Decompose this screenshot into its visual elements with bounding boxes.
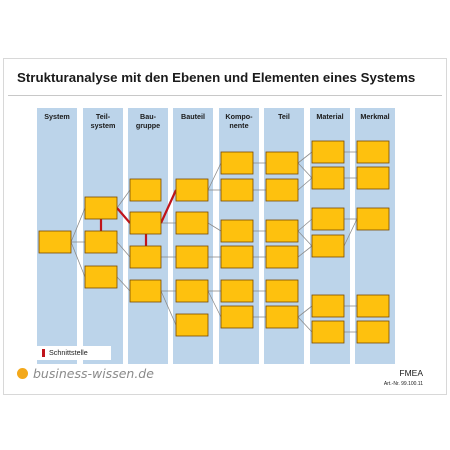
connector (297, 151, 313, 164)
connector (297, 230, 313, 247)
logo-dot-icon (17, 368, 28, 379)
interface-lines (99, 189, 178, 246)
column-header-line: Teil- (95, 112, 111, 121)
connector (160, 290, 177, 326)
element-box (129, 245, 162, 269)
element-box (265, 279, 299, 303)
column-header-line: Bauteil (181, 112, 205, 121)
column-baugruppe (128, 108, 168, 364)
element-box (311, 166, 345, 190)
column-header-komponente: Kompo- nente (219, 112, 259, 130)
footer-topic: FMEA (399, 368, 423, 378)
element-box (220, 219, 254, 243)
element-box (356, 207, 390, 231)
element-box (175, 313, 209, 337)
element-box (265, 219, 299, 243)
element-box (129, 211, 162, 235)
connector (207, 222, 222, 232)
column-header-line: nente (229, 121, 249, 130)
column-header-merkmal: Merkmal (355, 112, 395, 121)
element-box (220, 178, 254, 202)
connector (297, 305, 313, 318)
page-title: Strukturanalyse mit den Ebenen und Eleme… (17, 70, 416, 85)
column-header-line: Merkmal (360, 112, 390, 121)
element-box (84, 265, 118, 289)
structure-elements (38, 140, 390, 344)
element-box (265, 305, 299, 329)
column-header-material: Material (310, 112, 350, 121)
element-box (356, 140, 390, 164)
element-box (175, 279, 209, 303)
connector (297, 316, 313, 333)
column-header-line: Kompo- (225, 112, 253, 121)
element-box (38, 230, 72, 254)
element-box (311, 234, 345, 258)
element-box (220, 305, 254, 329)
footer-article-number: Art.-Nr. 99.100.11 (383, 381, 423, 387)
brand-logo: business-wissen.de (33, 366, 154, 381)
element-box (311, 207, 345, 231)
element-box (175, 178, 209, 202)
connector (297, 245, 313, 258)
element-box (175, 211, 209, 235)
element-box (220, 245, 254, 269)
column-header-line: Bau- (140, 112, 156, 121)
column-header-line: gruppe (135, 121, 161, 130)
connector (297, 162, 313, 179)
title-divider (8, 95, 442, 96)
connector (70, 207, 86, 243)
column-header-line: System (44, 112, 70, 121)
column-header-line: Material (316, 112, 344, 121)
legend-label: Schnittstelle (49, 348, 88, 357)
column-header-line: system (90, 121, 116, 130)
element-box (265, 178, 299, 202)
element-box (129, 279, 162, 303)
connector (207, 162, 222, 191)
element-box (129, 178, 162, 202)
element-box (265, 245, 299, 269)
element-box (356, 320, 390, 344)
connector (70, 241, 86, 278)
element-box (356, 294, 390, 318)
interface-connector (116, 207, 131, 224)
interface-legend-swatch (42, 349, 45, 357)
element-box (84, 196, 118, 220)
connector (297, 218, 313, 232)
column-header-bauteil: Bauteil (173, 112, 213, 121)
connector (343, 218, 358, 247)
legend: Schnittstelle (37, 346, 111, 360)
element-box (84, 230, 118, 254)
element-box (175, 245, 209, 269)
element-box (311, 320, 345, 344)
connector (297, 177, 313, 191)
element-box (356, 166, 390, 190)
column-header-baugruppe: Bau- gruppe (128, 112, 168, 130)
element-box (220, 151, 254, 175)
column-header-teil: Teil (264, 112, 304, 121)
element-box (311, 140, 345, 164)
connector (207, 290, 222, 318)
element-box (220, 279, 254, 303)
column-header-teilsystem: Teil- system (83, 112, 123, 130)
column-header-line: Teil (278, 112, 290, 121)
element-box (311, 294, 345, 318)
connector (116, 241, 131, 258)
element-box (265, 151, 299, 175)
connector (116, 276, 131, 292)
connector (116, 189, 131, 209)
interface-connector (159, 189, 178, 224)
connector-lines (70, 151, 358, 333)
column-header-system: System (37, 112, 77, 121)
